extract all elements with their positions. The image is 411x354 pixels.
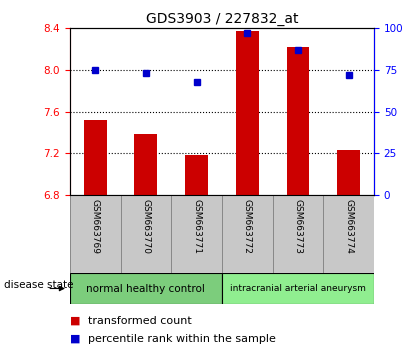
Text: GSM663774: GSM663774 [344,199,353,253]
Bar [120,195,171,273]
Text: GSM663769: GSM663769 [91,199,100,253]
Bar [337,150,360,195]
Bar [222,273,374,304]
Bar [185,155,208,195]
Text: percentile rank within the sample: percentile rank within the sample [88,334,276,344]
Text: GSM663772: GSM663772 [243,199,252,253]
Text: GSM663770: GSM663770 [141,199,150,253]
Bar [70,195,120,273]
Text: ■: ■ [70,315,81,326]
Bar [222,195,272,273]
Text: ■: ■ [70,334,81,344]
Bar [286,47,309,195]
Bar [134,135,157,195]
Bar [323,195,374,273]
Bar [236,32,259,195]
Bar [272,195,323,273]
Title: GDS3903 / 227832_at: GDS3903 / 227832_at [145,12,298,26]
Text: GSM663773: GSM663773 [293,199,302,253]
Text: intracranial arterial aneurysm: intracranial arterial aneurysm [230,284,366,293]
Text: transformed count: transformed count [88,315,192,326]
Bar [70,273,222,304]
Text: disease state: disease state [4,280,74,290]
Bar [171,195,222,273]
Bar [84,120,106,195]
Text: GSM663771: GSM663771 [192,199,201,253]
Text: normal healthy control: normal healthy control [86,284,206,293]
